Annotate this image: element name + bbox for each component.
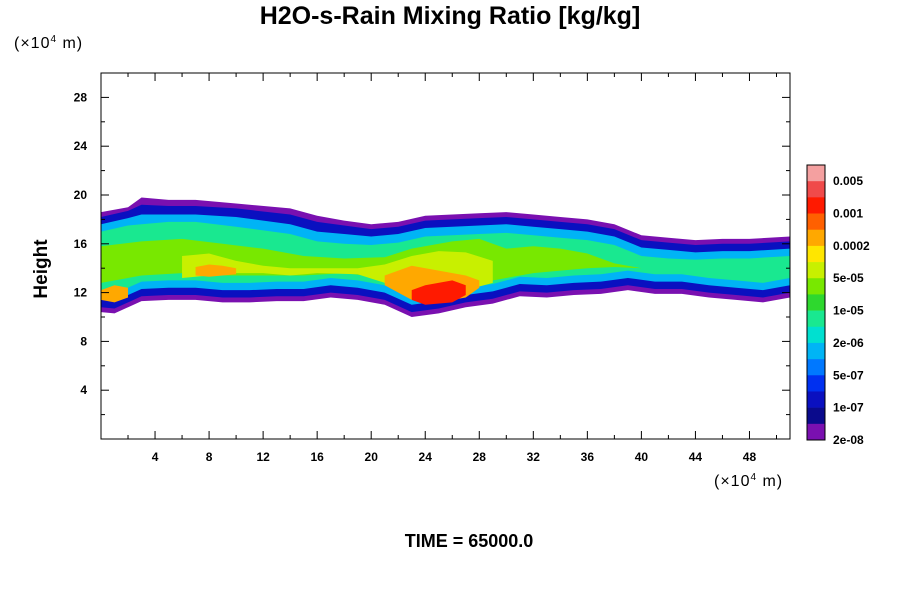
x-tick-label: 4 [152,450,159,464]
contour-region-6 [101,285,129,303]
colorbar-swatch [807,391,825,408]
x-tick-label: 20 [365,450,379,464]
x-tick-label: 48 [743,450,757,464]
colorbar-label: 0.0002 [833,239,870,253]
colorbar-swatch [807,342,825,360]
y-tick-label: 12 [74,286,88,300]
x-tick-label: 32 [527,450,541,464]
colorbar-label: 2e-06 [833,336,864,350]
colorbar-label: 0.001 [833,207,863,221]
x-axis-units: (×104 m) [714,472,784,490]
y-tick-label: 24 [74,139,88,153]
colorbar-swatch [807,278,825,295]
colorbar-swatch [807,294,825,311]
y-axis-units: (×104 m) [14,34,84,52]
colorbar-label: 2e-08 [833,433,864,447]
colorbar-label: 1e-05 [833,304,864,318]
colorbar-label: 5e-05 [833,271,864,285]
x-tick-label: 28 [473,450,487,464]
x-tick-label: 44 [689,450,703,464]
colorbar-label: 1e-07 [833,401,864,415]
x-tick-label: 24 [419,450,433,464]
x-tick-label: 12 [256,450,270,464]
x-tick-label: 8 [206,450,213,464]
y-tick-label: 4 [80,383,87,397]
colorbar-swatch [807,423,825,441]
colorbar-swatch [807,229,825,247]
colorbar-swatch [807,310,825,328]
colorbar: 0.005 0.001 0.0002 5e-05 1e-05 2e-06 5e-07 1e-0… [806,164,870,447]
time-label: TIME = 65000.0 [404,531,534,551]
x-tick-label: 16 [310,450,324,464]
x-tick-label: 36 [581,450,595,464]
colorbar-swatch [807,165,825,182]
y-tick-label: 8 [80,334,87,348]
x-tick-label: 40 [635,450,649,464]
colorbar-swatch [807,245,825,263]
colorbar-frame [806,164,826,441]
colorbar-swatch [807,326,825,344]
contour-region-4 [101,238,642,291]
y-tick-label: 16 [74,237,88,251]
colorbar-swatch [807,213,825,231]
colorbar-swatch [807,407,825,425]
colorbar-label: 5e-07 [833,368,864,382]
colorbar-swatch [807,197,825,214]
colorbar-swatch [807,262,825,279]
colorbar-label: 0.005 [833,174,863,188]
colorbar-swatch [807,181,825,198]
y-tick-label: 28 [74,90,88,104]
contour-field [101,197,790,317]
contour-region-7 [195,264,237,277]
plot-frame [100,72,791,440]
y-tick-label: 20 [74,188,88,202]
colorbar-swatch [807,359,825,376]
colorbar-swatch [807,375,825,392]
contour-region-9 [411,280,466,305]
chart-title: H2O-s-Rain Mixing Ratio [kg/kg] [259,2,641,30]
